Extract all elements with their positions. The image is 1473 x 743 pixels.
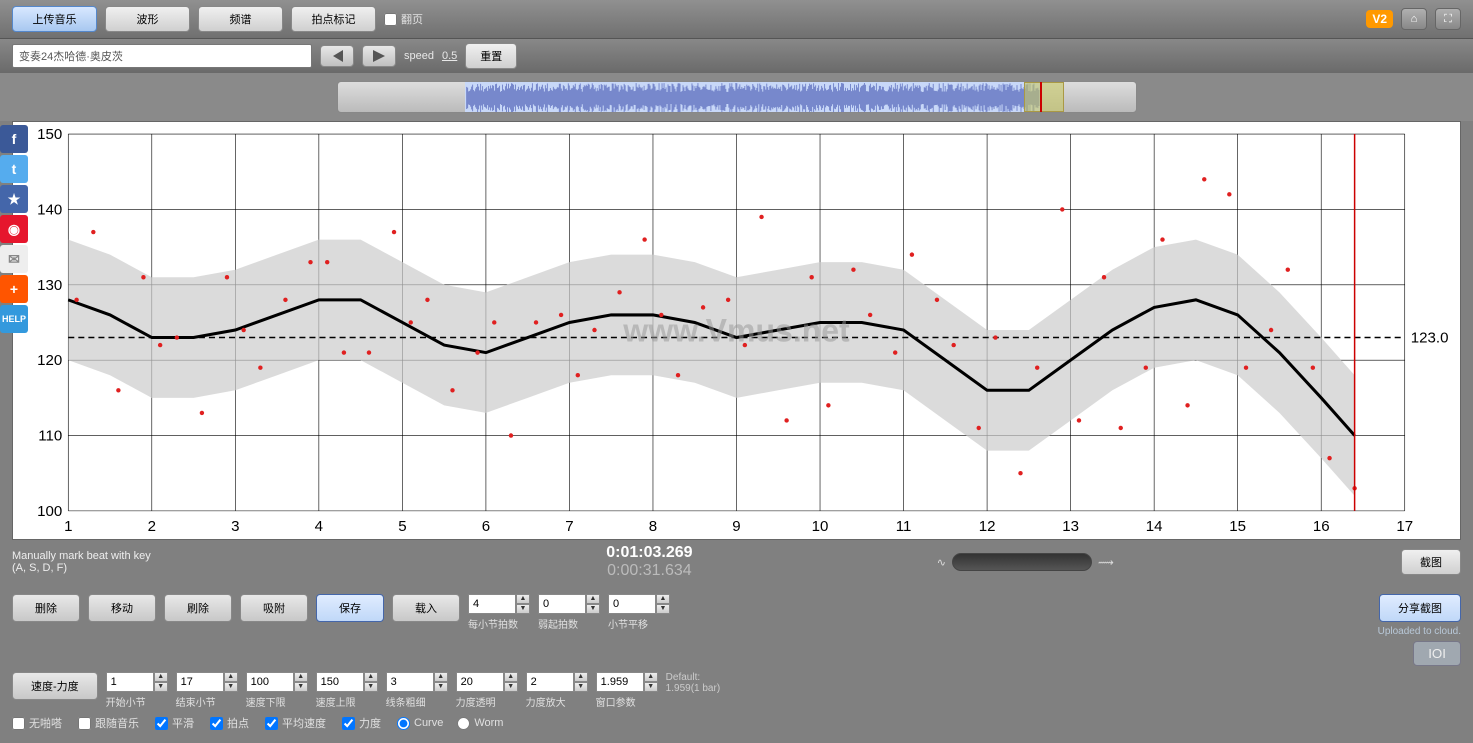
time-elapsed: 0:01:03.269 bbox=[606, 544, 692, 562]
upbeat-input[interactable] bbox=[538, 594, 586, 614]
play-button[interactable] bbox=[362, 45, 396, 67]
hint-line2: (A, S, D, F) bbox=[12, 562, 362, 574]
end-bar-input[interactable] bbox=[176, 672, 224, 692]
follow-checkbox[interactable]: 跟随音乐 bbox=[78, 715, 139, 731]
smooth-checkbox[interactable]: 平滑 bbox=[155, 715, 194, 731]
hint-line1: Manually mark beat with key bbox=[12, 550, 362, 562]
playback-bar: 变奏24杰哈德·奥皮茨 speed 0.5 重置 bbox=[0, 39, 1473, 73]
force-trans-input[interactable] bbox=[456, 672, 504, 692]
waveform-button[interactable]: 波形 bbox=[105, 6, 190, 32]
facebook-icon[interactable]: f bbox=[0, 125, 28, 153]
svg-text:8: 8 bbox=[649, 518, 657, 535]
svg-text:11: 11 bbox=[896, 518, 912, 535]
share-icon[interactable]: + bbox=[0, 275, 28, 303]
start-bar-input[interactable] bbox=[106, 672, 154, 692]
noclick-checkbox[interactable]: 无啪嗒 bbox=[12, 715, 62, 731]
svg-text:17: 17 bbox=[1396, 518, 1413, 535]
time-total: 0:00:31.634 bbox=[606, 562, 692, 580]
bar-offset-input[interactable] bbox=[608, 594, 656, 614]
load-button[interactable]: 载入 bbox=[392, 594, 460, 622]
svg-text:6: 6 bbox=[482, 518, 490, 535]
favorite-icon[interactable]: ★ bbox=[0, 185, 28, 213]
snap-button[interactable]: 吸附 bbox=[240, 594, 308, 622]
speed-value: 0.5 bbox=[442, 50, 457, 62]
share-screenshot-button[interactable]: 分享截图 bbox=[1379, 594, 1461, 622]
spectrum-button[interactable]: 频谱 bbox=[198, 6, 283, 32]
prev-button[interactable] bbox=[320, 45, 354, 67]
speed-min-input[interactable] bbox=[246, 672, 294, 692]
svg-text:1: 1 bbox=[64, 518, 72, 535]
zoom-slider[interactable] bbox=[952, 553, 1092, 571]
weibo-icon[interactable]: ◉ bbox=[0, 215, 28, 243]
track-title: 变奏24杰哈德·奥皮茨 bbox=[12, 44, 312, 68]
beat-checkbox[interactable]: 拍点 bbox=[210, 715, 249, 731]
brush-button[interactable]: 刷除 bbox=[164, 594, 232, 622]
svg-text:3: 3 bbox=[231, 518, 239, 535]
screenshot-button[interactable]: 截图 bbox=[1401, 549, 1461, 575]
svg-text:100: 100 bbox=[37, 503, 62, 520]
svg-text:140: 140 bbox=[37, 201, 62, 218]
reset-button[interactable]: 重置 bbox=[465, 43, 517, 69]
beats-per-bar-input[interactable] bbox=[468, 594, 516, 614]
svg-text:130: 130 bbox=[37, 277, 62, 294]
waveform-selection[interactable] bbox=[1024, 82, 1064, 112]
spin-down[interactable]: ▼ bbox=[516, 604, 530, 614]
top-toolbar: 上传音乐 波形 频谱 拍点标记 翻页 V2 ⌂ ⛶ bbox=[0, 0, 1473, 39]
svg-text:5: 5 bbox=[398, 518, 406, 535]
svg-text:9: 9 bbox=[732, 518, 740, 535]
svg-text:12: 12 bbox=[979, 518, 996, 535]
help-icon[interactable]: HELP bbox=[0, 305, 28, 333]
home-icon[interactable]: ⌂ bbox=[1401, 8, 1427, 30]
speed-max-input[interactable] bbox=[316, 672, 364, 692]
waveform-cursor[interactable] bbox=[1040, 82, 1042, 112]
delete-button[interactable]: 删除 bbox=[12, 594, 80, 622]
svg-text:120: 120 bbox=[37, 352, 62, 369]
ioi-button[interactable]: IOI bbox=[1413, 641, 1461, 666]
spin-up[interactable]: ▲ bbox=[516, 594, 530, 604]
beat-mark-button[interactable]: 拍点标记 bbox=[291, 6, 376, 32]
flip-page-checkbox[interactable]: 翻页 bbox=[384, 11, 423, 27]
svg-text:15: 15 bbox=[1229, 518, 1246, 535]
tempo-chart[interactable]: 1234567891011121314151617100110120130140… bbox=[12, 121, 1461, 540]
fullscreen-icon[interactable]: ⛶ bbox=[1435, 8, 1461, 30]
svg-text:4: 4 bbox=[315, 518, 323, 535]
mail-icon[interactable]: ✉ bbox=[0, 245, 28, 273]
svg-text:14: 14 bbox=[1146, 518, 1163, 535]
svg-text:110: 110 bbox=[38, 428, 62, 445]
upload-music-button[interactable]: 上传音乐 bbox=[12, 6, 97, 32]
twitter-icon[interactable]: t bbox=[0, 155, 28, 183]
svg-text:10: 10 bbox=[812, 518, 829, 535]
save-button[interactable]: 保存 bbox=[316, 594, 384, 622]
window-input[interactable] bbox=[596, 672, 644, 692]
version-badge: V2 bbox=[1366, 10, 1393, 28]
move-button[interactable]: 移动 bbox=[88, 594, 156, 622]
force-checkbox[interactable]: 力度 bbox=[342, 715, 381, 731]
line-thick-input[interactable] bbox=[386, 672, 434, 692]
waveform-overview[interactable] bbox=[337, 81, 1137, 113]
svg-text:16: 16 bbox=[1313, 518, 1330, 535]
speed-force-button[interactable]: 速度-力度 bbox=[12, 672, 98, 700]
svg-text:150: 150 bbox=[37, 126, 62, 143]
wave-icon-left: ∿ bbox=[937, 556, 946, 569]
svg-text:7: 7 bbox=[565, 518, 573, 535]
svg-text:123.0: 123.0 bbox=[1411, 330, 1449, 347]
svg-text:2: 2 bbox=[148, 518, 156, 535]
upload-status: Uploaded to cloud. bbox=[1378, 626, 1461, 637]
avgspeed-checkbox[interactable]: 平均速度 bbox=[265, 715, 326, 731]
wave-icon-right: ⟿ bbox=[1098, 556, 1114, 569]
svg-text:13: 13 bbox=[1062, 518, 1079, 535]
force-zoom-input[interactable] bbox=[526, 672, 574, 692]
speed-label: speed bbox=[404, 50, 434, 62]
